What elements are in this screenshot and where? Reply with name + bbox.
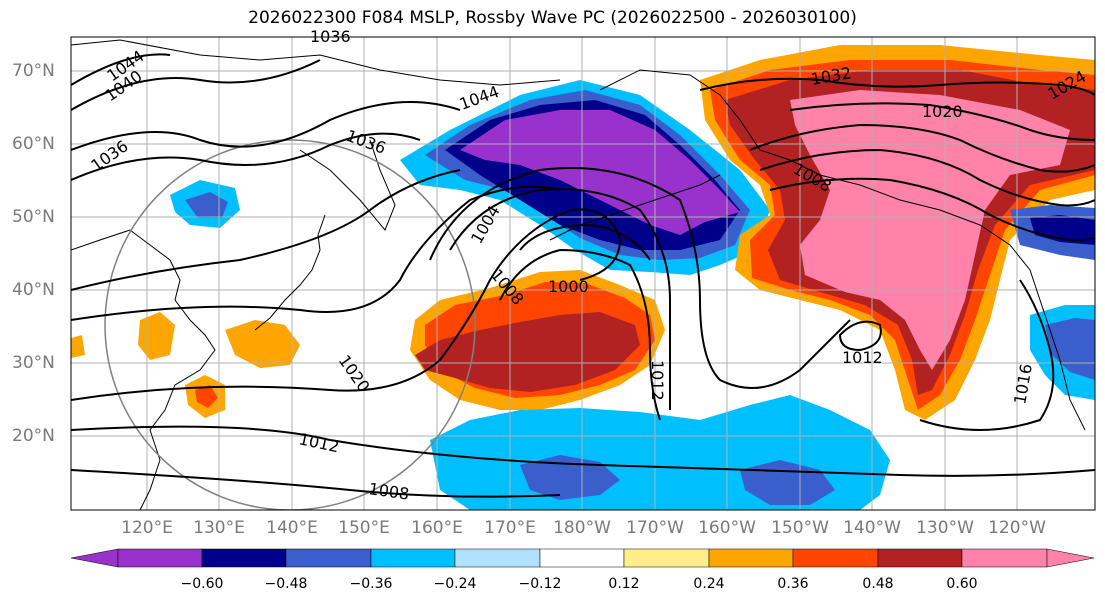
colorbar-tick-label: −0.48: [264, 576, 308, 592]
coastline-alaska: [599, 69, 1086, 431]
pos-anomaly-pink-ne: [790, 90, 1070, 370]
colorbar-extend-low: [70, 548, 119, 568]
neg-anomaly-east-coast-blue: [1045, 318, 1095, 380]
pos-anomaly-japan: [225, 320, 300, 368]
lon-label: 160°E: [411, 518, 463, 538]
neg-anomaly-blue-tropics: [520, 455, 835, 505]
lon-label: 140°E: [266, 518, 318, 538]
lon-label: 120°E: [121, 518, 173, 538]
lat-label: 20°N: [12, 426, 55, 446]
lat-label: 40°N: [12, 280, 55, 300]
colorbar-bin: [877, 548, 963, 568]
colorbar-bin: [201, 548, 287, 568]
lon-label: 150°W: [771, 518, 829, 538]
lon-label: 160°W: [698, 518, 756, 538]
lon-label: 140°W: [843, 518, 901, 538]
map-frame: [70, 36, 1096, 511]
graticule: [71, 37, 1095, 510]
lon-label: 120°W: [988, 518, 1046, 538]
neg-anomaly-asia-blue: [185, 192, 228, 218]
lat-label: 50°N: [12, 207, 55, 227]
colorbar-extend-high: [1046, 548, 1095, 568]
coastline-arctic: [71, 39, 561, 86]
lon-label: 130°E: [193, 518, 245, 538]
colorbar-tick-label: 0.48: [862, 576, 894, 592]
colorbar-tick-label: −0.24: [433, 576, 477, 592]
coastline-kamchatka: [299, 139, 396, 231]
colorbar-tick-label: −0.36: [349, 576, 393, 592]
colorbar-bin: [961, 548, 1048, 568]
isobar-label: 1012: [648, 360, 667, 401]
isobar-label: 1000: [548, 277, 589, 296]
colorbar-tick-label: 0.24: [693, 576, 725, 592]
colorbar-bin: [117, 548, 203, 568]
pos-anomaly-scs-red: [195, 385, 218, 408]
neg-anomaly-purple: [460, 110, 740, 235]
colorbar-bin: [370, 548, 456, 568]
pos-anomaly-west-edge: [71, 335, 85, 358]
lat-label: 30°N: [12, 353, 55, 373]
colorbar-tick-label: −0.12: [518, 576, 562, 592]
lon-label: 170°W: [626, 518, 684, 538]
colorbar-tick-label: 0.60: [946, 576, 978, 592]
coastline-asia: [71, 229, 216, 510]
isobar-label: 1020: [922, 102, 963, 121]
colorbar-bin: [539, 548, 625, 568]
isobar-label: 1012: [842, 348, 883, 367]
map-title: 2026022300 F084 MSLP, Rossby Wave PC (20…: [248, 8, 857, 28]
reference-circle: [104, 139, 476, 510]
colorbar-tick-label: −0.60: [180, 576, 224, 592]
colorbar-bin: [623, 548, 710, 568]
colorbar-bin: [454, 548, 541, 568]
colorbar-tick-label: 0.12: [608, 576, 640, 592]
lon-label: 150°E: [338, 518, 390, 538]
colorbar-bin: [708, 548, 794, 568]
colorbar-bin: [792, 548, 879, 568]
colorbar: [70, 548, 1095, 568]
colorbar-tick-label: 0.36: [777, 576, 809, 592]
lat-label: 60°N: [12, 134, 55, 154]
lon-label: 130°W: [916, 518, 974, 538]
neg-anomaly-nw-us-navy: [1030, 215, 1095, 245]
colorbar-bin: [285, 548, 372, 568]
isobars: [71, 53, 1095, 498]
pos-anomaly-darkred-central: [415, 312, 640, 392]
lon-label: 180°W: [553, 518, 611, 538]
lat-label: 70°N: [12, 61, 55, 81]
lon-label: 170°E: [484, 518, 536, 538]
